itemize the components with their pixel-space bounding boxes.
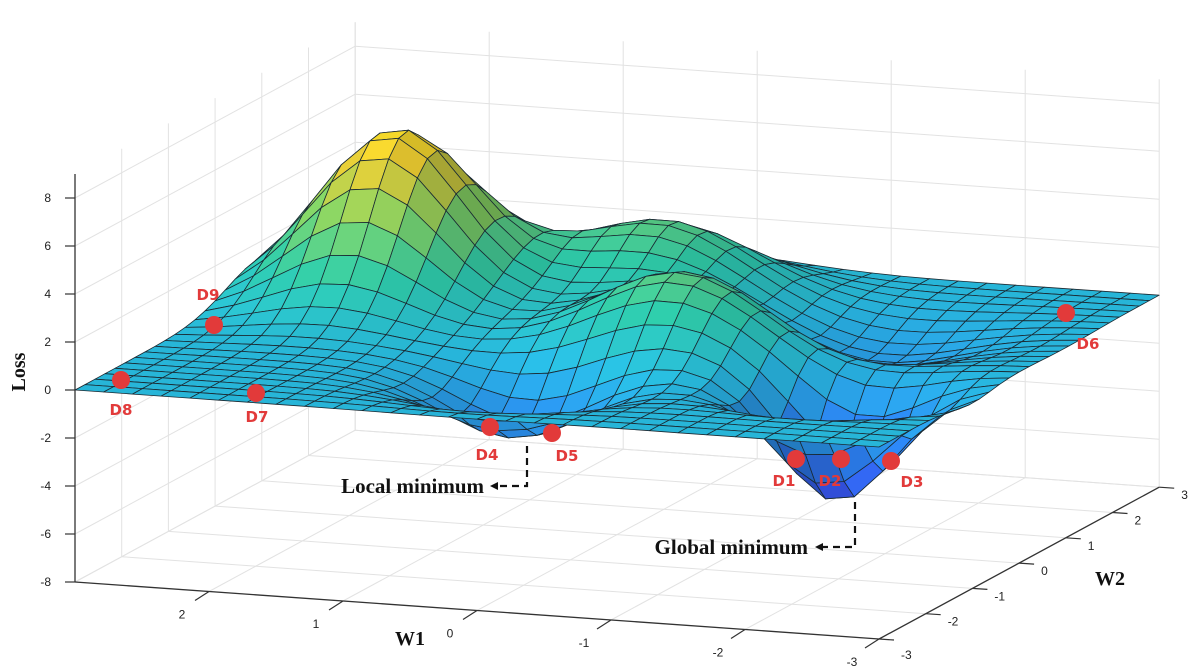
z-tick-label: 6 [44,239,51,253]
y-tick-label: -3 [901,648,912,662]
y-tick [1159,486,1175,489]
y-tick-label: -1 [994,589,1005,603]
data-point-marker [1057,304,1075,322]
data-point-label: D5 [556,447,579,465]
x-tick-label: 0 [447,627,454,641]
y-axis-label: W2 [1095,568,1125,590]
grid-line [168,530,973,589]
z-tick-label: -6 [40,527,51,541]
data-point-marker [832,450,850,468]
data-point-marker [787,450,805,468]
x-tick-label: 2 [179,608,186,622]
z-tick-label: -8 [40,575,51,589]
z-tick-label: 2 [44,335,51,349]
data-point-marker [205,316,223,334]
z-tick-label: -2 [40,431,51,445]
data-point-marker [882,452,900,470]
surface-patch [849,439,890,448]
x-tick [596,619,612,630]
x-tick [462,609,478,621]
x-axis-label: W1 [395,628,425,650]
data-point-marker [543,424,561,442]
local-minimum-label: Local minimum [341,474,484,498]
grid-line [121,556,926,615]
y-tick [1065,537,1081,540]
data-point-label: D6 [1077,335,1100,353]
x-tick [864,638,880,649]
local-minimum-arrow-icon [490,482,498,490]
data-points: D1 D2 D3 D4 D5 D6 D7 D8 D9 [110,286,1100,491]
data-point-marker [112,371,130,389]
x-tick [194,590,210,602]
x-tick-label: -2 [713,646,724,660]
data-point-label: D8 [110,401,133,419]
data-point-label: D1 [773,472,796,490]
y-tick-label: 1 [1088,539,1095,553]
data-point-label: D7 [246,408,269,426]
data-point-label: D4 [476,446,499,464]
local-minimum-leader [496,446,529,488]
z-axis-label: Loss [8,352,30,391]
data-point-marker [481,418,499,436]
y-tick-label: -2 [948,615,959,629]
y-tick [878,638,895,641]
z-tick-label: 0 [44,383,51,397]
x-tick-label: -3 [847,655,858,669]
loss-surface [74,129,1160,500]
annotations: Local minimum Global minimum [341,446,857,559]
x-tick-label: -1 [579,636,590,650]
y-tick [1112,511,1128,515]
global-minimum-label: Global minimum [655,535,809,559]
y-tick-label: 2 [1135,514,1142,528]
x-tick-label: 1 [313,617,320,631]
x-tick [730,628,746,640]
y-tick [1019,562,1035,565]
y-tick [925,613,941,616]
z-tick-label: 4 [44,287,51,301]
z-tick-label: 8 [44,191,51,205]
x-tick [328,600,344,611]
data-point-label: D2 [819,472,842,490]
grid-line [215,505,1020,564]
grid-line [355,429,1160,488]
y-tick-label: 0 [1041,564,1048,578]
y-tick [972,587,988,590]
y-tick-label: 3 [1181,488,1188,502]
z-tick-label: -4 [40,479,51,493]
grid-line [261,480,1066,539]
data-point-label: D9 [197,286,220,304]
global-minimum-arrow-icon [815,543,823,551]
data-point-label: D3 [901,473,924,491]
global-minimum-leader [822,502,857,549]
grid-line [308,455,1113,513]
axes: 8 6 4 2 0 -2 -4 -6 -8 2 1 0 -1 -2 -3 -3 -2 -1 0 1 2 3 [40,174,1188,669]
data-point-marker [247,384,265,402]
